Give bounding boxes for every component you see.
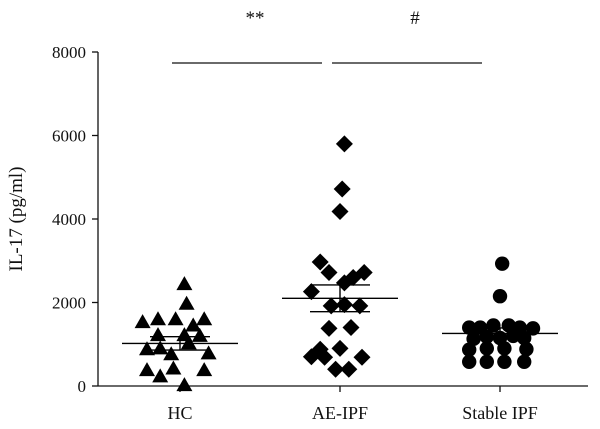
data-point-circle: [486, 318, 501, 333]
y-tick-label: 2000: [52, 294, 86, 313]
data-point-circle: [462, 354, 477, 369]
data-point-diamond: [302, 348, 320, 366]
data-point-triangle: [178, 295, 195, 310]
data-point-triangle: [196, 362, 213, 377]
data-point-triangle: [139, 341, 155, 356]
data-point-triangle: [191, 327, 208, 342]
data-point-diamond: [355, 263, 373, 281]
significance-label: #: [410, 8, 420, 29]
significance-annotations: ** #: [172, 8, 482, 64]
data-point-diamond: [316, 348, 334, 366]
data-point-diamond: [322, 297, 340, 315]
data-point-diamond: [311, 253, 329, 271]
data-point-diamond: [320, 263, 338, 281]
data-point-circle: [462, 320, 477, 335]
data-point-diamond: [302, 283, 320, 301]
data-point-diamond: [351, 297, 369, 315]
x-tick-label: HC: [167, 403, 192, 423]
data-point-triangle: [196, 311, 213, 326]
data-point-circle: [479, 341, 494, 356]
data-point-triangle: [185, 317, 202, 332]
data-point-triangle: [167, 311, 184, 326]
data-point-triangle: [176, 276, 193, 291]
data-point-triangle: [150, 327, 166, 342]
y-tick-label: 6000: [52, 127, 86, 146]
data-point-diamond: [333, 180, 351, 198]
data-point-triangle: [200, 345, 217, 360]
data-point-diamond: [340, 360, 358, 378]
data-point-triangle: [152, 368, 169, 383]
y-tick-label: 8000: [52, 43, 86, 62]
data-points: [134, 135, 541, 392]
data-point-diamond: [327, 360, 345, 378]
data-point-circle: [517, 354, 532, 369]
x-tick-label: Stable IPF: [462, 403, 538, 423]
data-point-circle: [497, 354, 512, 369]
data-point-circle: [492, 289, 508, 304]
mean-sem-bars: [122, 284, 558, 351]
data-point-diamond: [320, 319, 338, 337]
y-tick-label: 4000: [52, 210, 86, 229]
significance-label: **: [246, 8, 265, 29]
data-point-circle: [497, 341, 512, 356]
data-point-diamond: [331, 202, 349, 220]
data-point-triangle: [165, 360, 182, 375]
data-point-triangle: [139, 362, 155, 377]
y-axis-label: IL-17 (pg/ml): [6, 166, 27, 271]
data-point-circle: [479, 354, 494, 369]
data-point-triangle: [134, 314, 151, 329]
data-point-circle: [495, 256, 510, 271]
data-point-triangle: [152, 340, 169, 355]
data-point-circle: [525, 321, 541, 336]
data-point-diamond: [335, 135, 353, 153]
data-point-diamond: [353, 348, 371, 366]
data-point-triangle: [150, 311, 166, 326]
data-point-circle: [517, 330, 532, 346]
data-point-diamond: [331, 339, 349, 357]
x-tick-label: AE-IPF: [312, 403, 368, 423]
data-point-circle: [519, 342, 534, 357]
data-point-triangle: [163, 346, 180, 361]
y-tick-label: 0: [78, 377, 87, 396]
data-point-triangle: [176, 377, 193, 392]
axes: 0 2000 4000 6000 8000 HC AE-IPF Stable IPF: [52, 43, 588, 423]
data-point-diamond: [342, 319, 360, 337]
data-point-triangle: [180, 335, 197, 350]
data-point-circle: [462, 342, 477, 357]
